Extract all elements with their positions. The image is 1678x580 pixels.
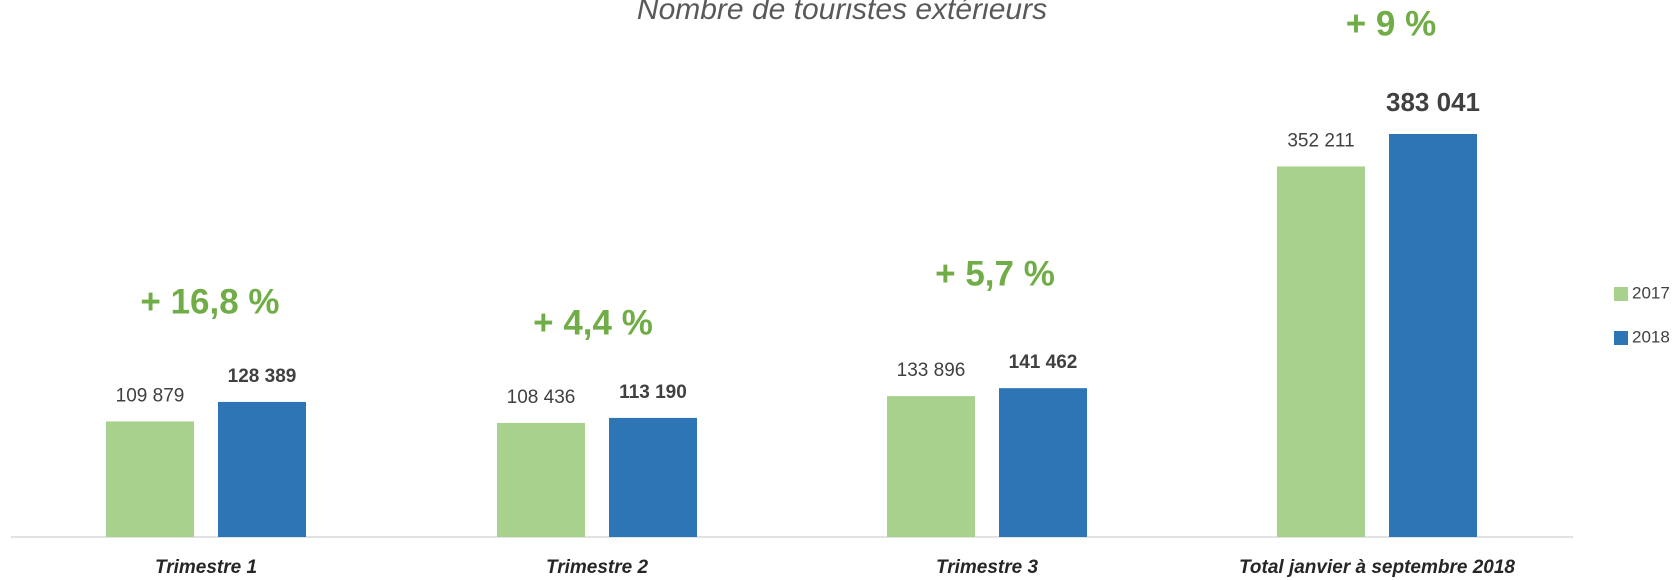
chart-title: Nombre de touristes extérieurs xyxy=(637,0,1047,26)
data-label: 128 389 xyxy=(228,366,297,387)
bar xyxy=(609,417,697,537)
annotation: + 4,4 % xyxy=(533,303,653,342)
data-label: 133 896 xyxy=(897,360,966,381)
data-label: 108 436 xyxy=(507,387,576,408)
data-label: 113 190 xyxy=(619,382,687,403)
bar xyxy=(1389,134,1477,537)
x-tick-label: Trimestre 3 xyxy=(936,557,1039,578)
bar xyxy=(999,388,1087,537)
x-tick-label: Trimestre 1 xyxy=(155,557,257,578)
legend-label: 2018 xyxy=(1632,327,1670,346)
data-label: 383 041 xyxy=(1386,87,1480,117)
annotation: + 5,7 % xyxy=(935,254,1055,293)
bar xyxy=(497,422,585,537)
legend-swatch xyxy=(1614,331,1628,345)
x-tick-label: Total janvier à septembre 2018 xyxy=(1239,557,1515,578)
bar xyxy=(1277,166,1365,537)
data-label: 352 211 xyxy=(1287,130,1354,151)
annotation: + 9 % xyxy=(1346,4,1436,43)
bar xyxy=(887,396,975,537)
legend-label: 2017 xyxy=(1632,283,1670,302)
data-label: 141 462 xyxy=(1009,352,1078,373)
bar xyxy=(106,421,194,537)
bar xyxy=(218,401,306,537)
annotation: + 16,8 % xyxy=(140,282,279,321)
data-label: 109 879 xyxy=(116,385,185,406)
legend-swatch xyxy=(1614,287,1628,301)
x-tick-label: Trimestre 2 xyxy=(546,557,649,578)
